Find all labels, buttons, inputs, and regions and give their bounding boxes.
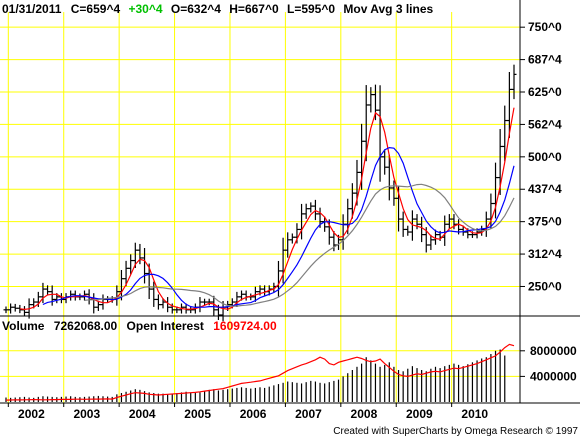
- ohlc-bar: [349, 183, 355, 219]
- price-tick-label: 500^0: [528, 150, 562, 164]
- ohlc-bar: [428, 234, 434, 250]
- ma-mid-line: [42, 146, 515, 309]
- price-axis: 750^0 687^4 625^0 562^4 500^0 437^4 375^0 312^4…: [520, 20, 562, 293]
- ohlc-bar: [409, 210, 415, 241]
- ohlc-bar: [128, 254, 134, 275]
- ohlc-bar: [155, 294, 161, 310]
- header-high: H=667^0: [229, 2, 279, 16]
- ohlc-bar: [386, 154, 392, 201]
- ohlc-bar: [299, 203, 305, 240]
- ohlc-bar: [303, 203, 309, 219]
- year-label: 2002: [18, 407, 45, 421]
- ohlc-bar: [146, 263, 152, 300]
- ohlc-bar: [123, 260, 129, 287]
- year-label: 2007: [295, 407, 322, 421]
- year-label: 2008: [351, 407, 378, 421]
- ohlc-bar: [363, 85, 369, 162]
- ohlc-bar: [211, 295, 217, 317]
- open-interest-line: [5, 343, 515, 401]
- ohlc-bar: [391, 180, 397, 206]
- volume-label: Volume: [2, 319, 45, 333]
- ohlc-bar: [308, 202, 314, 213]
- header-line: 01/31/2011 C=659^4 +30^4 O=632^4 H=667^0…: [2, 2, 434, 16]
- ohlc-bar: [137, 243, 143, 265]
- open-interest-series: [5, 343, 515, 401]
- ohlc-bar: [183, 303, 189, 314]
- header-date: 01/31/2011: [2, 2, 62, 16]
- ohlc-bar: [169, 303, 175, 314]
- ma-slow-line: [84, 183, 515, 307]
- year-label: 2004: [129, 407, 156, 421]
- ohlc-bar: [506, 71, 512, 138]
- volume-tick-label: 8000000: [530, 344, 577, 358]
- ohlc-bar: [40, 282, 46, 304]
- ohlc-bar: [188, 306, 194, 314]
- ohlc-bar: [12, 303, 18, 312]
- volume-value: 7262068.00: [54, 319, 118, 333]
- ohlc-bar: [8, 303, 14, 314]
- credit-text: Created with SuperCharts by Omega Resear…: [333, 426, 578, 437]
- ohlc-bar: [400, 211, 406, 237]
- ohlc-bar: [160, 298, 166, 309]
- ohlc-bar: [405, 225, 411, 236]
- ohlc-bar: [285, 232, 291, 258]
- price-tick-label: 312^4: [528, 247, 562, 261]
- ohlc-bar: [382, 149, 388, 175]
- ohlc-bar: [326, 219, 332, 245]
- ohlc-bar: [502, 105, 508, 162]
- ohlc-bar: [368, 87, 374, 113]
- volume-axis: 8000000 4000000: [520, 344, 577, 383]
- ohlc-bar: [280, 237, 286, 284]
- ohlc-bar: [95, 300, 101, 311]
- year-label: 2006: [240, 407, 267, 421]
- open-interest-value: 1609724.00: [213, 319, 277, 333]
- ohlc-bar: [206, 298, 212, 306]
- year-label: 2003: [73, 407, 100, 421]
- price-tick-label: 750^0: [528, 20, 562, 34]
- volume-header: Volume 7262068.00 Open Interest 1609724.…: [2, 319, 277, 333]
- ohlc-bar: [49, 285, 55, 306]
- year-label: 2009: [406, 407, 433, 421]
- header-open: O=632^4: [171, 2, 221, 16]
- price-tick-label: 625^0: [528, 85, 562, 99]
- volume-tick-label: 4000000: [530, 369, 577, 383]
- open-interest-label: Open Interest: [127, 319, 204, 333]
- ohlc-bar: [289, 233, 295, 244]
- moving-average-lines: [19, 107, 515, 311]
- ohlc-bar: [432, 229, 438, 245]
- volume-bars: [5, 349, 506, 402]
- ohlc-bar: [488, 193, 494, 230]
- ohlc-bar: [151, 281, 157, 307]
- ohlc-bar: [118, 269, 124, 301]
- price-tick-label: 562^4: [528, 117, 562, 131]
- year-label: 2005: [184, 407, 211, 421]
- ohlc-bar: [3, 306, 9, 314]
- ohlc-bar: [142, 247, 148, 284]
- ohlc-bar: [17, 304, 23, 314]
- ohlc-bar: [45, 285, 51, 296]
- ohlc-bar: [252, 286, 258, 302]
- price-tick-label: 437^4: [528, 182, 562, 196]
- ma-fast-line: [19, 107, 515, 311]
- ohlc-bar: [202, 298, 208, 306]
- header-low: L=595^0: [287, 2, 335, 16]
- ohlc-bar: [446, 214, 452, 230]
- header-close: C=659^4: [71, 2, 121, 16]
- ohlc-bar: [511, 64, 517, 100]
- price-tick-label: 687^4: [528, 53, 562, 67]
- year-label: 2010: [461, 407, 488, 421]
- ohlc-bar: [419, 216, 425, 243]
- header-study: Mov Avg 3 lines: [343, 2, 433, 16]
- time-axis: 2002 2003 2004 2005 2006 2007 2008 2009 2010: [7, 403, 488, 421]
- header-change: +30^4: [128, 2, 162, 16]
- price-tick-label: 250^0: [528, 279, 562, 293]
- price-tick-label: 375^0: [528, 215, 562, 229]
